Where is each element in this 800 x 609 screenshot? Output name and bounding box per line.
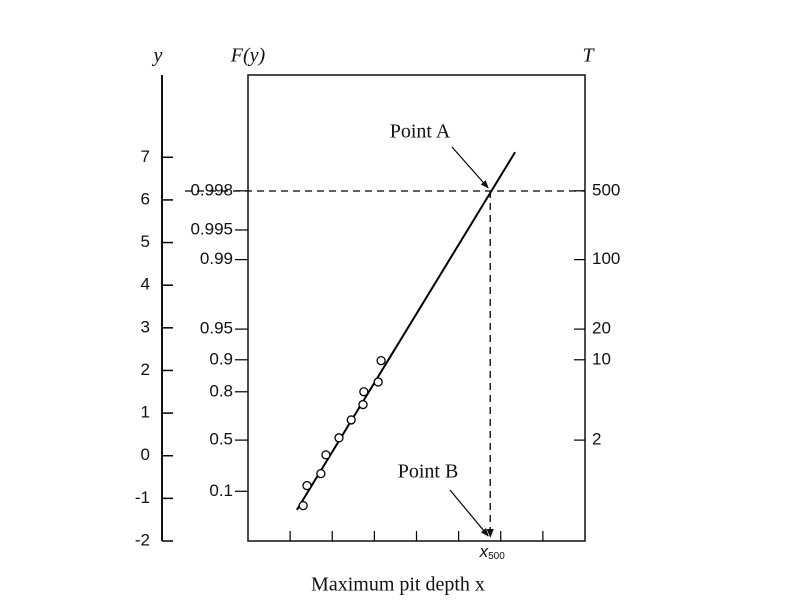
f-tick-label: 0.8 <box>209 381 233 400</box>
f-tick-label: 0.99 <box>200 249 233 268</box>
f-tick-label: 0.1 <box>209 481 233 500</box>
point-a-arrow <box>451 146 489 189</box>
f-tick-label: 0.998 <box>190 180 233 199</box>
y-tick-label: -1 <box>135 488 150 507</box>
x500-label: x500 <box>479 542 506 561</box>
y-tick-label: 1 <box>141 403 150 422</box>
x500-symbol: x <box>479 542 489 561</box>
data-point <box>334 433 344 443</box>
point-b-arrow <box>449 489 489 537</box>
point-b-label: Point B <box>398 461 459 483</box>
y-tick-label: 3 <box>141 317 150 336</box>
x500-subscript: 500 <box>488 551 505 562</box>
data-point <box>373 377 383 387</box>
f-axis-title: F(y) <box>230 45 266 67</box>
y-tick-label: 4 <box>141 275 150 294</box>
t-tick-label: 10 <box>592 349 611 368</box>
t-axis-title: T <box>582 45 595 67</box>
f-tick-label: 0.5 <box>209 430 233 449</box>
y-tick-label: 0 <box>141 445 150 464</box>
data-point <box>358 399 368 410</box>
y-tick-label: 7 <box>141 147 150 166</box>
point-a-label: Point A <box>390 121 451 143</box>
y-tick-label: 5 <box>141 232 150 251</box>
f-tick-label: 0.95 <box>200 319 233 338</box>
data-point <box>346 415 356 425</box>
data-point <box>316 468 326 479</box>
y-tick-label: 6 <box>141 189 150 208</box>
fit-line <box>296 151 516 511</box>
f-tick-label: 0.995 <box>190 219 233 238</box>
y-tick-label: -2 <box>135 530 150 549</box>
data-point <box>302 480 312 491</box>
data-point <box>321 450 331 460</box>
t-tick-label: 2 <box>592 430 601 449</box>
t-tick-label: 500 <box>592 180 620 199</box>
t-tick-label: 100 <box>592 249 620 268</box>
t-tick-label: 20 <box>592 319 611 338</box>
y-axis-title: y <box>152 45 163 67</box>
x-axis-title: Maximum pit depth x <box>311 574 485 596</box>
y-tick-label: 2 <box>141 360 150 379</box>
data-point <box>376 356 386 366</box>
data-point <box>298 500 308 511</box>
data-point <box>359 387 369 397</box>
f-tick-label: 0.9 <box>209 349 233 368</box>
